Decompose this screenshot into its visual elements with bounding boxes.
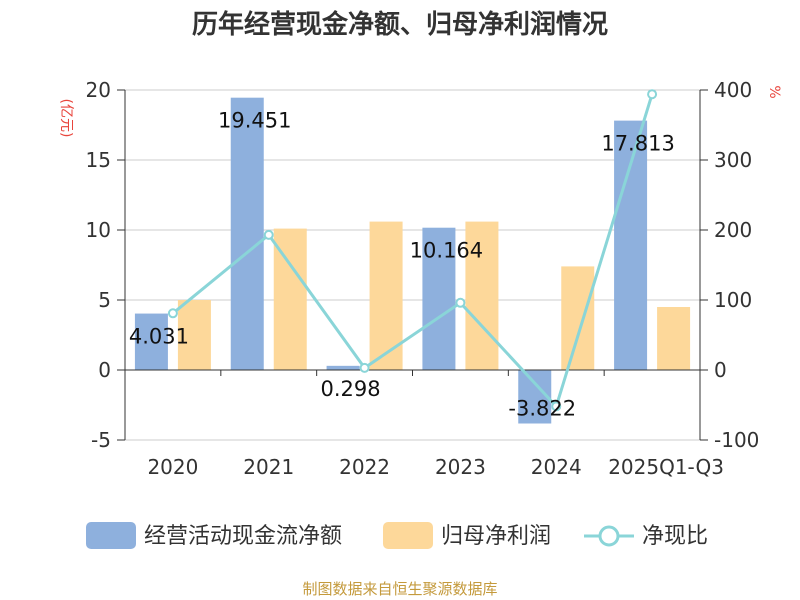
legend-label-operating-cashflow: 经营活动现金流净额 — [144, 524, 342, 549]
bar-operating-cashflow-2025Q1-Q3 — [614, 120, 648, 370]
bar-net-profit-2025Q1-Q3 — [657, 307, 691, 370]
ratio-point-2021 — [263, 229, 274, 240]
y2-tick-label-4: 300 — [714, 148, 752, 172]
legend-swatch-ratio-marker — [598, 525, 620, 547]
x-tick-label-2: 2022 — [339, 455, 390, 479]
y2-axis-unit-label: % — [766, 85, 782, 98]
y2-tick-label-5: 400 — [714, 78, 752, 102]
data-label-operating-cashflow-2023: 10.164 — [410, 239, 483, 263]
bar-net-profit-2020 — [177, 300, 211, 370]
ratio-point-2022 — [359, 362, 370, 373]
data-label-operating-cashflow-2025Q1-Q3: 17.813 — [601, 132, 674, 156]
y-tick-label-3: 10 — [86, 218, 111, 242]
y-axis-unit-label: (亿元) — [58, 99, 74, 138]
legend-swatch-net-profit — [383, 522, 433, 549]
data-label-operating-cashflow-2024: -3.822 — [508, 397, 576, 421]
y-tick-label-4: 15 — [86, 148, 111, 172]
y2-tick-label-3: 200 — [714, 218, 752, 242]
ratio-line-path — [171, 93, 654, 410]
bars — [134, 97, 691, 424]
ratio-point-2020 — [167, 308, 178, 319]
tick-labels: -5 0 5 10 15 20 -100 0 100 200 300 400 2020 2021 2022 2… — [86, 78, 760, 479]
legend-label-net-profit: 归母净利润 — [441, 524, 551, 549]
ratio-line — [167, 89, 658, 412]
source-note: 制图数据来自恒生聚源数据库 — [302, 580, 497, 598]
y-tick-label-2: 5 — [98, 288, 111, 312]
legend-label-ratio: 净现比 — [642, 524, 708, 549]
data-label-operating-cashflow-2020: 4.031 — [129, 325, 189, 349]
bar-net-profit-2022 — [369, 221, 403, 370]
x-tick-label-1: 2021 — [243, 455, 294, 479]
data-label-operating-cashflow-2022: 0.298 — [321, 377, 381, 401]
y-tick-label-5: 20 — [86, 78, 111, 102]
y-tick-label-0: -5 — [91, 428, 111, 452]
ratio-point-2023 — [455, 297, 466, 308]
chart-title: 历年经营现金净额、归母净利润情况 — [192, 9, 608, 40]
bar-operating-cashflow-2022 — [326, 365, 360, 370]
data-labels: 4.031 19.451 0.298 10.164 -3.822 17.813 — [129, 109, 675, 421]
gridlines — [125, 89, 700, 441]
axes — [117, 89, 708, 441]
bar-operating-cashflow-2021 — [230, 97, 264, 370]
y2-tick-label-1: 0 — [714, 358, 727, 382]
y-tick-label-1: 0 — [98, 358, 111, 382]
bar-operating-cashflow-2023 — [422, 227, 456, 370]
ratio-point-2025Q1-Q3 — [647, 89, 658, 100]
x-tick-label-0: 2020 — [147, 455, 198, 479]
ratio-point-2024 — [551, 401, 562, 412]
bar-net-profit-2021 — [273, 228, 307, 370]
y2-tick-label-0: -100 — [714, 428, 759, 452]
legend: 经营活动现金流净额 归母净利润 净现比 — [86, 522, 708, 549]
bar-net-profit-2023 — [465, 221, 499, 370]
x-tick-label-5: 2025Q1-Q3 — [608, 455, 724, 479]
data-label-operating-cashflow-2021: 19.451 — [218, 109, 291, 133]
legend-swatch-operating-cashflow — [86, 522, 136, 549]
y2-tick-label-2: 100 — [714, 288, 752, 312]
bar-net-profit-2024 — [561, 266, 595, 370]
bar-operating-cashflow-2020 — [134, 313, 168, 370]
x-tick-label-4: 2024 — [531, 455, 582, 479]
x-tick-label-3: 2023 — [435, 455, 486, 479]
